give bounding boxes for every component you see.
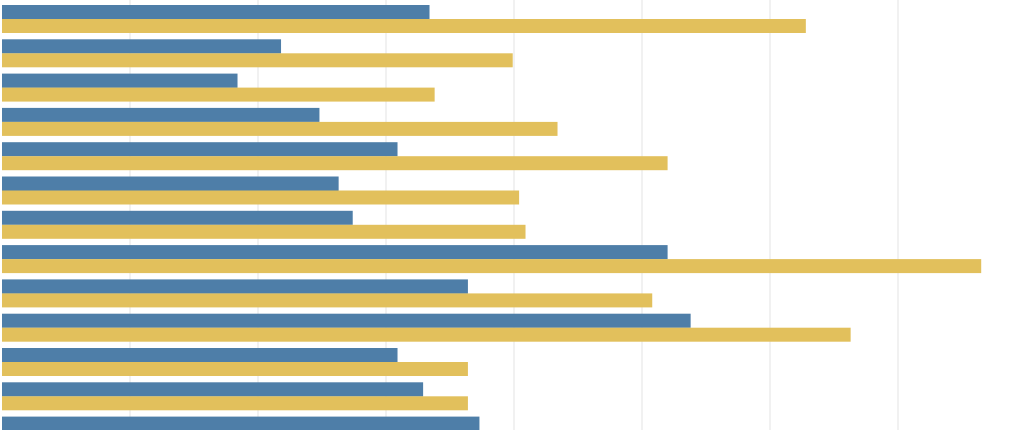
bar [2, 142, 398, 157]
bar [2, 293, 653, 308]
bar [2, 279, 468, 294]
bar [2, 87, 435, 102]
bar [2, 245, 668, 260]
bar [2, 190, 520, 205]
bar [2, 5, 430, 19]
bar [2, 396, 468, 411]
bar [2, 348, 398, 362]
bar [2, 107, 320, 122]
bar [2, 224, 526, 239]
bar [2, 313, 691, 328]
bar [2, 39, 282, 54]
bar [2, 416, 480, 430]
bar [2, 121, 558, 136]
bar [2, 19, 806, 33]
bar [2, 382, 424, 397]
bar [2, 73, 238, 88]
bar [2, 156, 668, 171]
bar [2, 53, 513, 68]
bar [2, 327, 851, 342]
bar [2, 176, 339, 191]
bar [2, 259, 982, 274]
bar [2, 362, 468, 376]
bar [2, 210, 353, 225]
